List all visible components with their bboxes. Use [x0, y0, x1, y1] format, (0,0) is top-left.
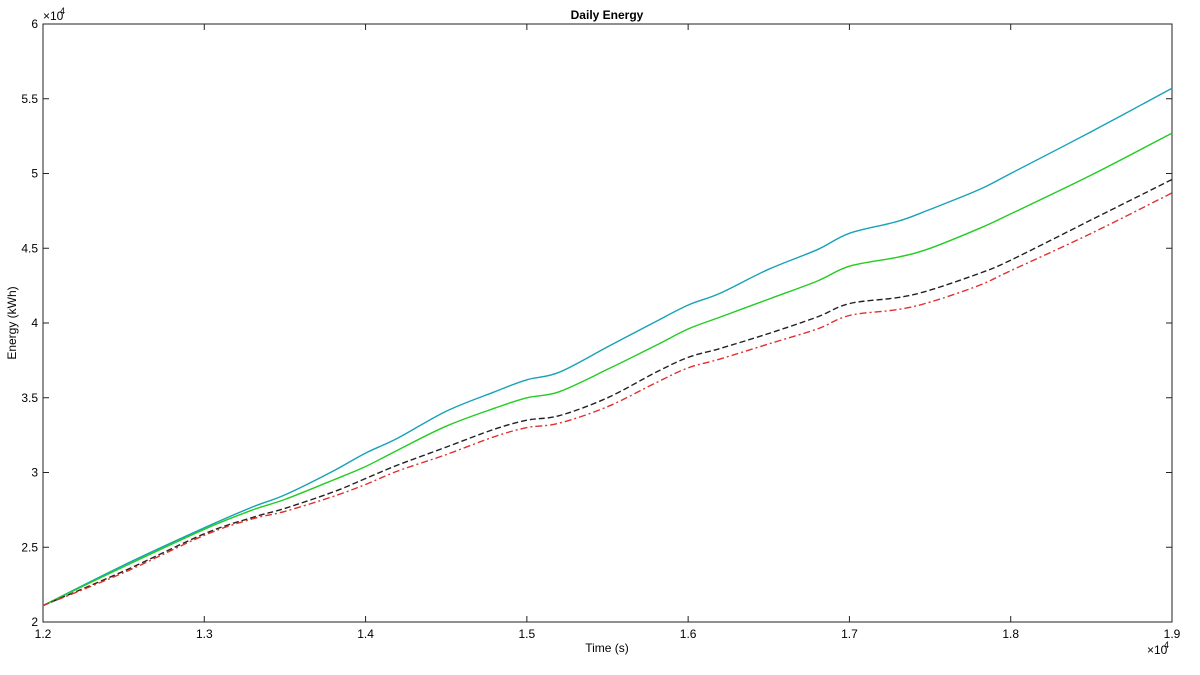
y-tick-label: 4: [31, 316, 38, 330]
y-tick-label: 6: [31, 17, 38, 31]
y-tick-label: 2: [31, 615, 38, 629]
x-axis-ticks: 1.2 1.3 1.4 1.5 1.6 1.7 1.8 1.9: [35, 24, 1181, 641]
x-tick-label: 1.5: [519, 627, 536, 641]
y-axis-exponent: ×10 4: [43, 6, 65, 23]
y-tick-label: 5: [31, 167, 38, 181]
series-line-3: [42, 178, 1173, 607]
y-tick-label: 2.5: [21, 540, 38, 554]
series-line-4: [42, 192, 1173, 607]
x-tick-label: 1.8: [1002, 627, 1019, 641]
y-tick-label: 3.5: [21, 391, 38, 405]
axes-box: [42, 23, 1173, 623]
plot-area: [42, 23, 1173, 623]
series-line-2: [42, 132, 1173, 607]
y-tick-label: 4.5: [21, 241, 38, 255]
x-tick-label: 1.3: [196, 627, 213, 641]
x-exponent-power: 4: [1164, 640, 1169, 650]
y-exponent-power: 4: [60, 6, 65, 16]
x-exponent-base: ×10: [1147, 643, 1168, 657]
y-axis-ticks: 2 2.5 3 3.5 4 4.5 5 5.5 6: [21, 17, 1172, 629]
series-layer: [42, 87, 1173, 607]
x-tick-label: 1.4: [357, 627, 374, 641]
y-axis-label: Energy (kWh): [5, 286, 19, 359]
y-exponent-base: ×10: [43, 9, 64, 23]
y-tick-label: 3: [31, 466, 38, 480]
series-line-1: [42, 87, 1173, 607]
x-axis-exponent: ×10 4: [1147, 640, 1169, 657]
x-axis-label: Time (s): [585, 641, 629, 655]
x-tick-label: 1.2: [35, 627, 52, 641]
x-tick-label: 1.6: [680, 627, 697, 641]
y-tick-label: 5.5: [21, 92, 38, 106]
x-tick-label: 1.9: [1164, 627, 1181, 641]
x-tick-label: 1.7: [841, 627, 858, 641]
chart-title: Daily Energy: [571, 8, 644, 22]
